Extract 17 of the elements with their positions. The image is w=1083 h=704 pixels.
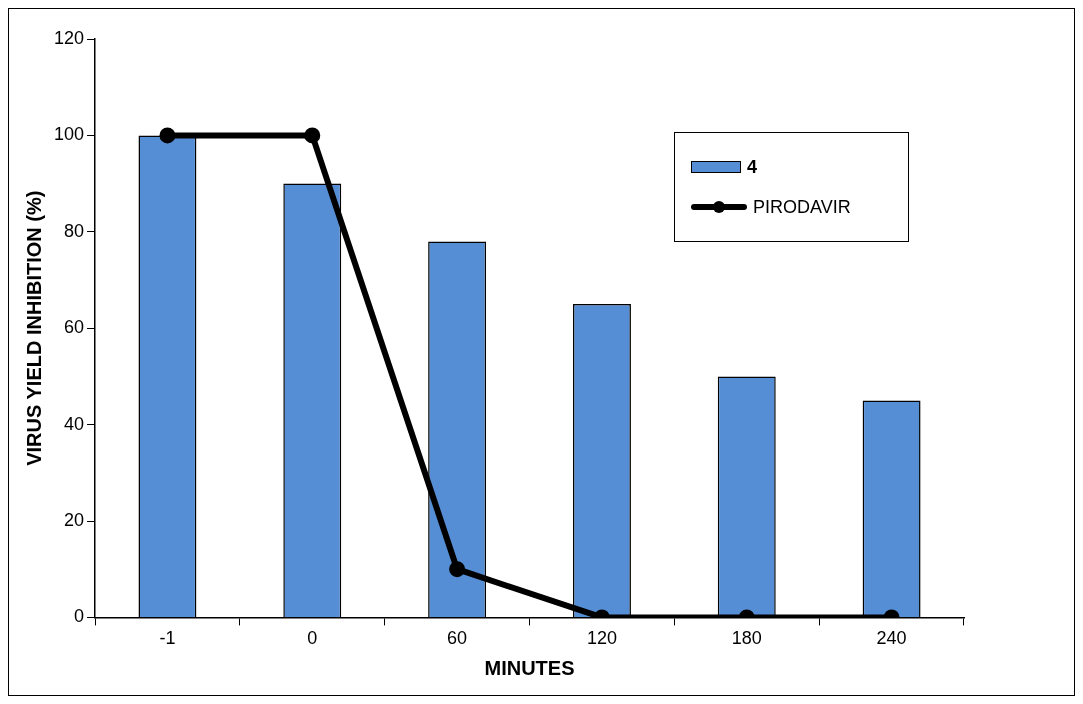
x-tick-label: -1 [159, 628, 176, 649]
y-axis-title: VIRUS YIELD INHIBITION (%) [22, 190, 45, 466]
y-tick-label: 100 [53, 124, 85, 145]
legend-label: PIRODAVIR [753, 196, 851, 218]
x-tick-label: 120 [586, 628, 617, 649]
y-tick-label: 120 [53, 27, 85, 48]
y-tick-label: 60 [64, 317, 85, 338]
x-tick-label: 60 [447, 628, 468, 649]
y-tick-label: 80 [64, 220, 85, 241]
x-axis-title: MINUTES [484, 656, 575, 679]
x-tick-label: 180 [731, 628, 762, 649]
legend-label: 4 [747, 156, 758, 178]
y-tick-label: 20 [64, 509, 85, 530]
x-tick-label: 240 [876, 628, 907, 649]
x-tick-label: 0 [307, 628, 318, 649]
y-tick-label: 0 [74, 606, 85, 627]
y-tick-label: 40 [64, 413, 85, 434]
